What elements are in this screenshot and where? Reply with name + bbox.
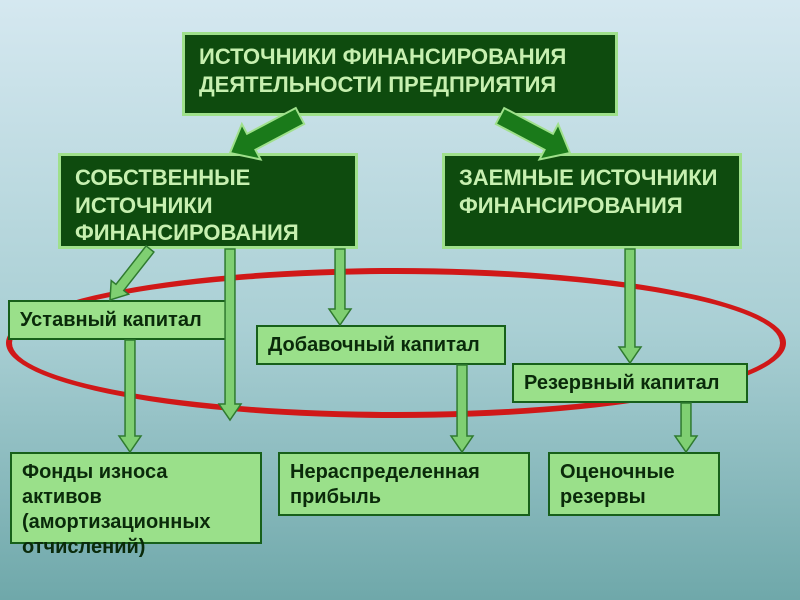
- node-ocen: Оценочные резервы: [548, 452, 720, 516]
- node-loan: ЗАЕМНЫЕ ИСТОЧНИКИ ФИНАНСИРОВАНИЯ: [442, 153, 742, 249]
- node-fondy: Фонды износа активов (амортизационных от…: [10, 452, 262, 544]
- node-own: СОБСТВЕННЫЕ ИСТОЧНИКИ ФИНАНСИРОВАНИЯ: [58, 153, 358, 249]
- node-rezerv: Резервный капитал: [512, 363, 748, 403]
- node-ustav: Уставный капитал: [8, 300, 230, 340]
- node-nerasp: Нераспределенная прибыль: [278, 452, 530, 516]
- node-root: ИСТОЧНИКИ ФИНАНСИРОВАНИЯ ДЕЯТЕЛЬНОСТИ ПР…: [182, 32, 618, 116]
- node-dobav: Добавочный капитал: [256, 325, 506, 365]
